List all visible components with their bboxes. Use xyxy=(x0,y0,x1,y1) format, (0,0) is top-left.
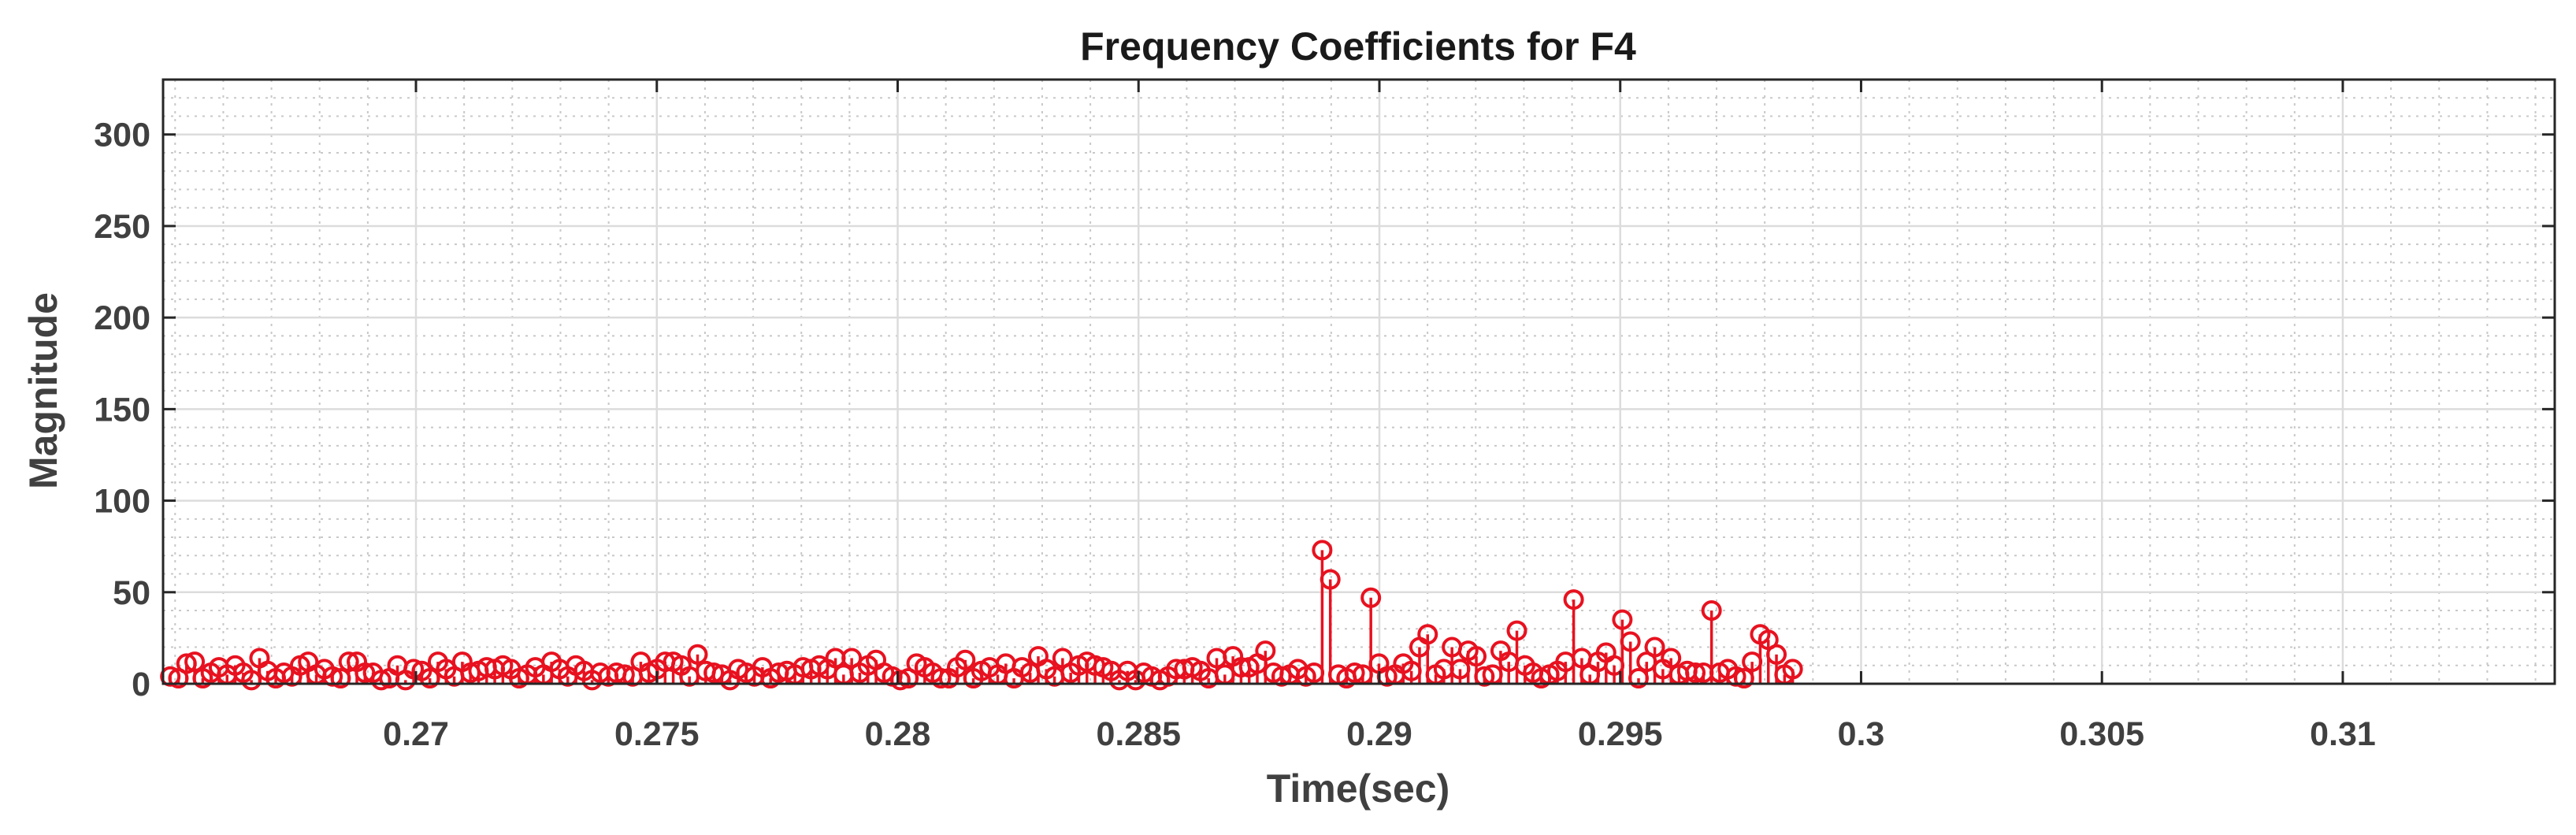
stem-marker xyxy=(1506,620,1527,641)
stem-marker xyxy=(1620,631,1641,652)
y-tick-label: 300 xyxy=(94,117,150,154)
stem-marker xyxy=(1360,587,1382,608)
stem-marker xyxy=(1782,659,1803,680)
stem-marker xyxy=(403,659,425,680)
chart-title: Frequency Coefficients for F4 xyxy=(1080,24,1636,69)
x-tick-label: 0.285 xyxy=(1096,715,1181,753)
stem-marker xyxy=(1661,648,1682,669)
stem-marker xyxy=(1312,540,1333,561)
x-tick-label: 0.31 xyxy=(2310,715,2376,753)
y-axis-label: Magnitude xyxy=(21,292,65,489)
y-tick-label: 100 xyxy=(94,483,150,521)
x-tick-label: 0.27 xyxy=(383,715,449,753)
x-tick-label: 0.275 xyxy=(614,715,700,753)
axes-box xyxy=(161,78,2556,685)
stem-marker xyxy=(1417,624,1438,645)
y-tick-label: 250 xyxy=(94,208,150,246)
stem-marker xyxy=(703,662,725,684)
stem-marker xyxy=(1725,666,1746,687)
x-axis-label: Time(sec) xyxy=(1267,766,1450,811)
stem-marker xyxy=(1766,644,1787,665)
x-tick-label: 0.28 xyxy=(865,715,931,753)
stem-marker xyxy=(1344,662,1365,684)
stem-marker xyxy=(687,644,708,665)
stem-marker xyxy=(1563,589,1584,610)
stem-marker xyxy=(955,649,976,670)
y-tick-label: 50 xyxy=(113,574,150,612)
stem-marker xyxy=(184,651,206,673)
stem-marker xyxy=(1320,569,1341,590)
stem-marker xyxy=(1255,640,1276,662)
x-tick-label: 0.3 xyxy=(1838,715,1885,753)
stem-marker xyxy=(1612,609,1633,630)
stem-marker xyxy=(160,666,181,687)
y-tick-label: 200 xyxy=(94,299,150,337)
stem-marker xyxy=(1701,600,1722,622)
x-tick-label: 0.305 xyxy=(2059,715,2144,753)
x-tick-label: 0.295 xyxy=(1578,715,1663,753)
stem-marker xyxy=(1466,646,1487,667)
x-tick-label: 0.29 xyxy=(1346,715,1412,753)
stem-marker xyxy=(322,666,343,687)
y-tick-label: 150 xyxy=(94,391,150,429)
y-tick-label: 0 xyxy=(132,666,150,703)
stem-marker xyxy=(1644,636,1665,658)
